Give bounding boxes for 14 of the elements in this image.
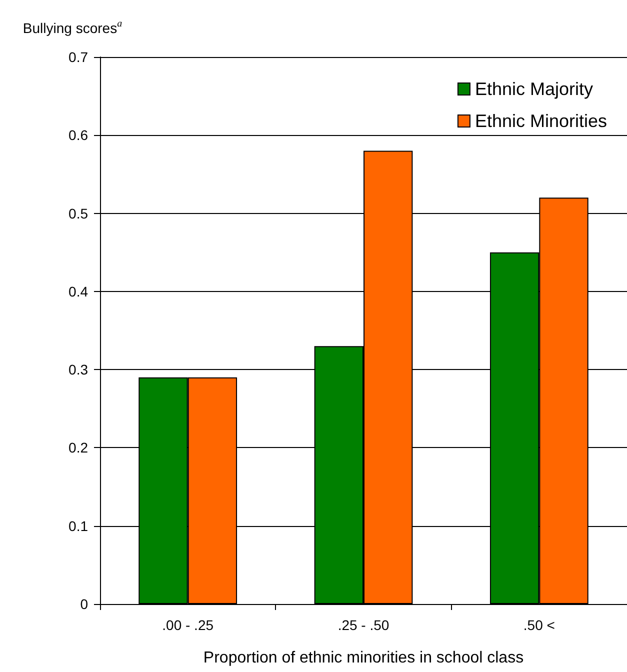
y-tick-label: 0.1 [68,518,88,534]
y-tick-label: 0.5 [68,205,88,222]
x-tick-label: .00 - .25 [162,617,214,633]
x-tick-label: .50 < [523,617,555,633]
y-tick-label: 0.6 [68,127,88,144]
x-axis-title: Proportion of ethnic minorities in school class [203,650,524,666]
x-tick-label: .25 - .50 [338,617,390,633]
y-tick-label: 0 [80,596,88,612]
y-tick-label: 0.3 [68,362,88,378]
y-tick-label: 0.2 [68,440,88,456]
legend-label: Ethnic Majority [474,79,593,99]
y-tick-label: 0.4 [68,283,88,300]
legend-label: Ethnic Minorities [474,111,607,131]
y-tick-label: 0.7 [68,49,88,65]
